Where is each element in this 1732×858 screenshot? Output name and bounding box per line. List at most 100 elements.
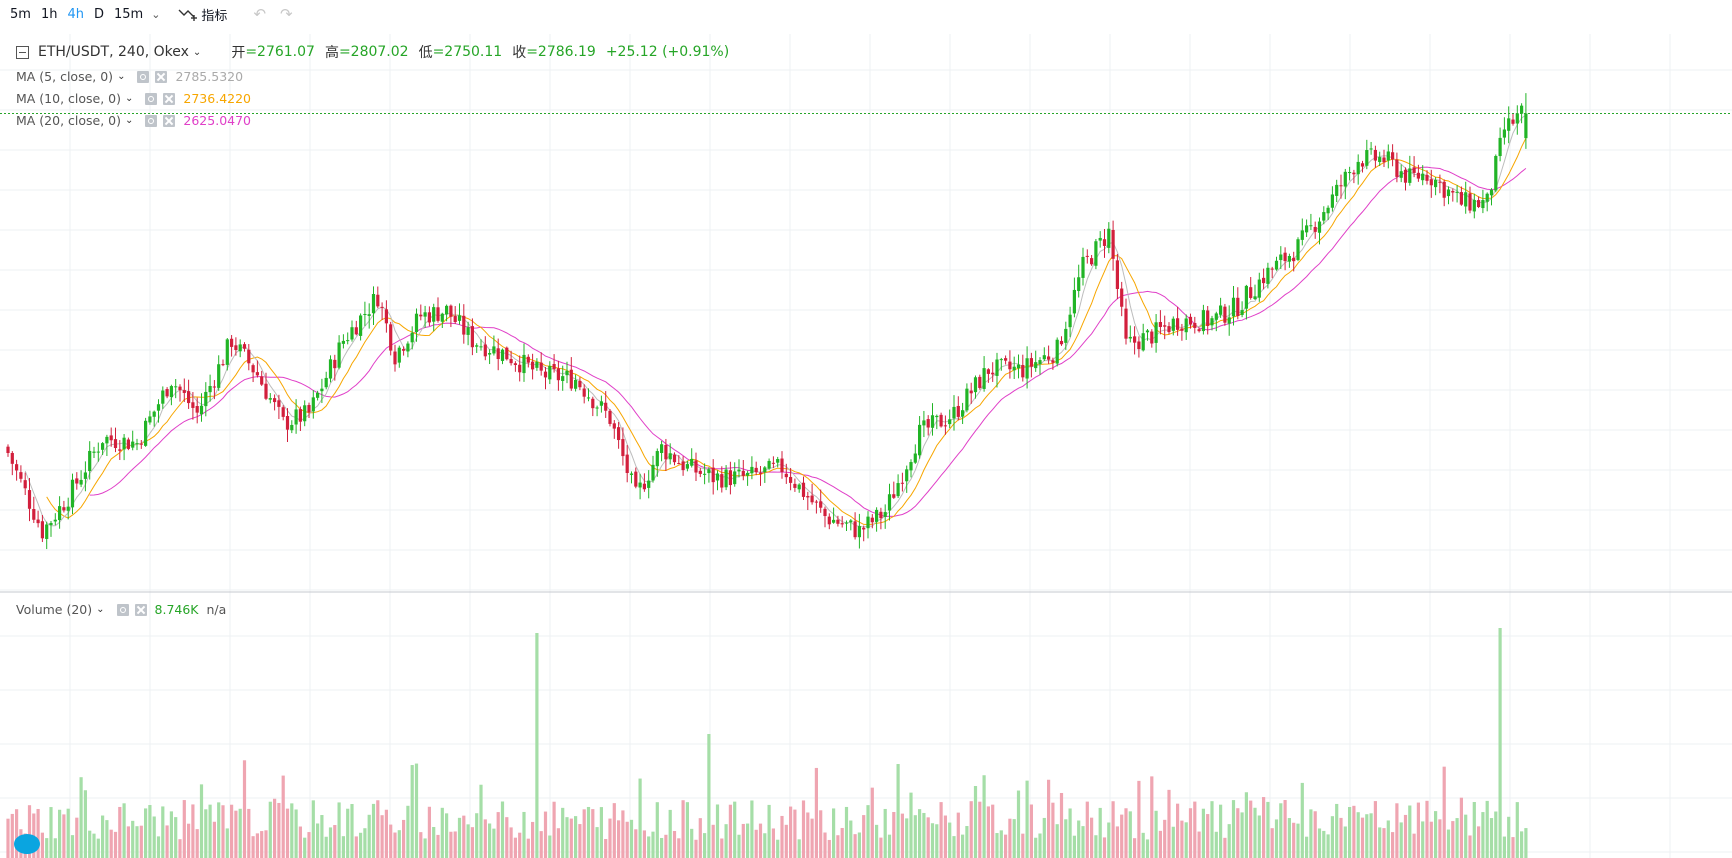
ma5-dropdown-icon[interactable]: ⌄ — [117, 71, 126, 82]
collapse-icon[interactable] — [16, 45, 29, 59]
candle-body — [879, 511, 883, 519]
candle-body — [612, 423, 616, 429]
volume-bar — [681, 800, 685, 858]
volume-bar — [574, 816, 578, 858]
volume-bar — [629, 819, 634, 858]
ma10-visibility-icon[interactable] — [145, 92, 158, 105]
candle-body — [862, 527, 866, 530]
candle-body — [1008, 361, 1012, 370]
candle-body — [290, 424, 294, 431]
volume-bar — [380, 815, 384, 858]
candle-body — [797, 484, 801, 490]
symbol-dropdown-icon[interactable]: ⌄ — [192, 46, 202, 58]
interval-5m[interactable]: 5m — [10, 6, 31, 22]
candle-body — [1391, 152, 1395, 160]
interval-dropdown-icon[interactable]: ⌄ — [151, 7, 161, 21]
volume-bar — [1511, 837, 1515, 858]
candle-body — [1184, 318, 1188, 333]
ma20-dropdown-icon[interactable]: ⌄ — [125, 115, 134, 126]
volume-bar — [1047, 779, 1051, 858]
candle-body — [242, 344, 247, 349]
volume-remove-icon[interactable] — [134, 603, 147, 616]
candle-body — [135, 443, 139, 445]
candle-body — [604, 402, 608, 411]
candle-body — [195, 406, 199, 413]
volume-bar — [505, 817, 509, 858]
volume-bar — [526, 838, 530, 858]
candle-body — [1502, 129, 1506, 138]
interval-15m[interactable]: 15m — [113, 6, 144, 22]
candle-body — [1068, 314, 1072, 328]
candle-body — [1287, 256, 1291, 262]
candle-body — [230, 338, 234, 347]
ma10-label[interactable]: MA (10, close, 0) — [16, 91, 122, 106]
ma5-label[interactable]: MA (5, close, 0) — [16, 69, 114, 84]
volume-bar — [1102, 837, 1107, 858]
volume-bar — [1227, 824, 1231, 858]
candle-body — [836, 519, 840, 524]
candle-body — [638, 482, 642, 488]
candle-body — [131, 441, 135, 448]
undo-icon[interactable]: ↶ — [253, 5, 267, 23]
candle-body — [1459, 192, 1463, 205]
volume-bar — [122, 803, 126, 858]
volume-bar — [844, 806, 849, 858]
volume-visibility-icon[interactable] — [116, 603, 129, 616]
volume-bar — [1111, 801, 1115, 858]
candle-body — [1326, 207, 1330, 214]
volume-bar — [1090, 817, 1094, 858]
candle-body — [784, 473, 788, 478]
symbol-label[interactable]: ETH/USDT, 240, Okex — [38, 44, 189, 60]
candle-body — [1472, 199, 1476, 212]
candle-body — [1262, 277, 1266, 284]
interval-1h[interactable]: 1h — [40, 6, 58, 22]
close-label: 收 — [512, 45, 527, 61]
candle-body — [1507, 118, 1511, 131]
candle-body — [470, 326, 474, 348]
interval-d[interactable]: D — [93, 6, 104, 22]
candle-body — [1434, 179, 1438, 188]
ma20-visibility-icon[interactable] — [145, 114, 158, 127]
volume-bar — [178, 839, 182, 858]
volume-bar — [1438, 819, 1442, 858]
candle-body — [165, 389, 169, 397]
volume-bar — [354, 836, 358, 858]
volume-bar — [905, 818, 909, 858]
candle-body — [694, 460, 698, 473]
volume-bar — [604, 838, 608, 858]
candle-body — [488, 353, 492, 355]
candle-body — [509, 358, 513, 364]
candle-body — [350, 327, 354, 340]
volume-bar — [393, 832, 397, 858]
volume-bar — [965, 826, 969, 858]
volume-bar — [101, 815, 105, 858]
volume-bar — [750, 800, 754, 858]
low-value: =2750.11 — [432, 44, 503, 60]
tradingview-logo-icon[interactable] — [14, 834, 40, 854]
ma5-visibility-icon[interactable] — [137, 70, 150, 83]
candle-body — [900, 482, 904, 484]
volume-bar — [900, 813, 904, 858]
candle-body — [1210, 318, 1214, 326]
open-value: =2761.07 — [245, 44, 315, 60]
volume-bar — [1322, 830, 1326, 858]
ma5-remove-icon[interactable] — [155, 70, 168, 83]
candle-body — [414, 313, 419, 333]
volume-bar — [436, 834, 440, 858]
volume-dropdown-icon[interactable]: ⌄ — [96, 604, 105, 615]
candle-body — [1421, 173, 1425, 181]
volume-bar — [892, 811, 896, 858]
indicators-button[interactable]: 指标 — [178, 5, 227, 24]
volume-label[interactable]: Volume (20) — [16, 602, 93, 617]
redo-icon[interactable]: ↷ — [280, 5, 293, 23]
ma10-remove-icon[interactable] — [163, 92, 176, 105]
volume-bar — [1489, 818, 1494, 858]
volume-bar — [1249, 800, 1253, 858]
ma10-dropdown-icon[interactable]: ⌄ — [125, 93, 134, 104]
interval-4h[interactable]: 4h — [67, 6, 84, 22]
volume-bar — [402, 819, 406, 858]
ma20-remove-icon[interactable] — [163, 114, 176, 127]
ma20-label[interactable]: MA (20, close, 0) — [16, 113, 122, 128]
candle-body — [1227, 317, 1231, 324]
